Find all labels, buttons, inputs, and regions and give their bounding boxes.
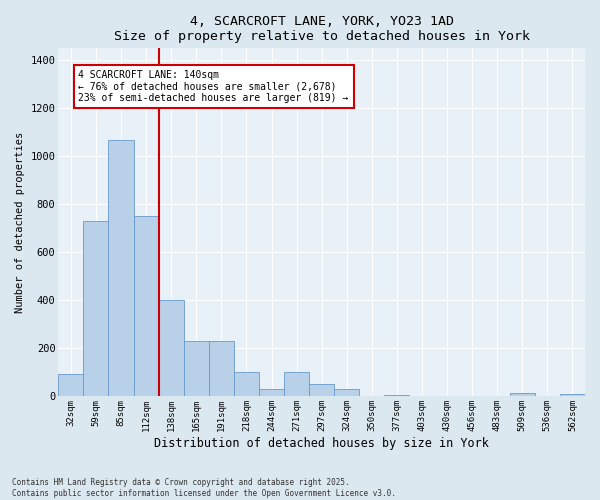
Bar	[58, 374, 83, 396]
Bar	[134, 216, 158, 396]
Bar	[385, 395, 409, 396]
Text: Contains HM Land Registry data © Crown copyright and database right 2025.
Contai: Contains HM Land Registry data © Crown c…	[12, 478, 396, 498]
X-axis label: Distribution of detached houses by size in York: Distribution of detached houses by size …	[154, 437, 489, 450]
Bar	[560, 394, 585, 396]
Bar	[83, 221, 109, 396]
Title: 4, SCARCROFT LANE, YORK, YO23 1AD
Size of property relative to detached houses i: 4, SCARCROFT LANE, YORK, YO23 1AD Size o…	[113, 15, 530, 43]
Y-axis label: Number of detached properties: Number of detached properties	[15, 132, 25, 313]
Bar	[510, 393, 535, 396]
Bar	[309, 384, 334, 396]
Text: 4 SCARCROFT LANE: 140sqm
← 76% of detached houses are smaller (2,678)
23% of sem: 4 SCARCROFT LANE: 140sqm ← 76% of detach…	[79, 70, 349, 103]
Bar	[184, 341, 209, 396]
Bar	[109, 140, 134, 396]
Bar	[284, 372, 309, 396]
Bar	[209, 341, 234, 396]
Bar	[259, 389, 284, 396]
Bar	[158, 300, 184, 396]
Bar	[234, 372, 259, 396]
Bar	[334, 389, 359, 396]
